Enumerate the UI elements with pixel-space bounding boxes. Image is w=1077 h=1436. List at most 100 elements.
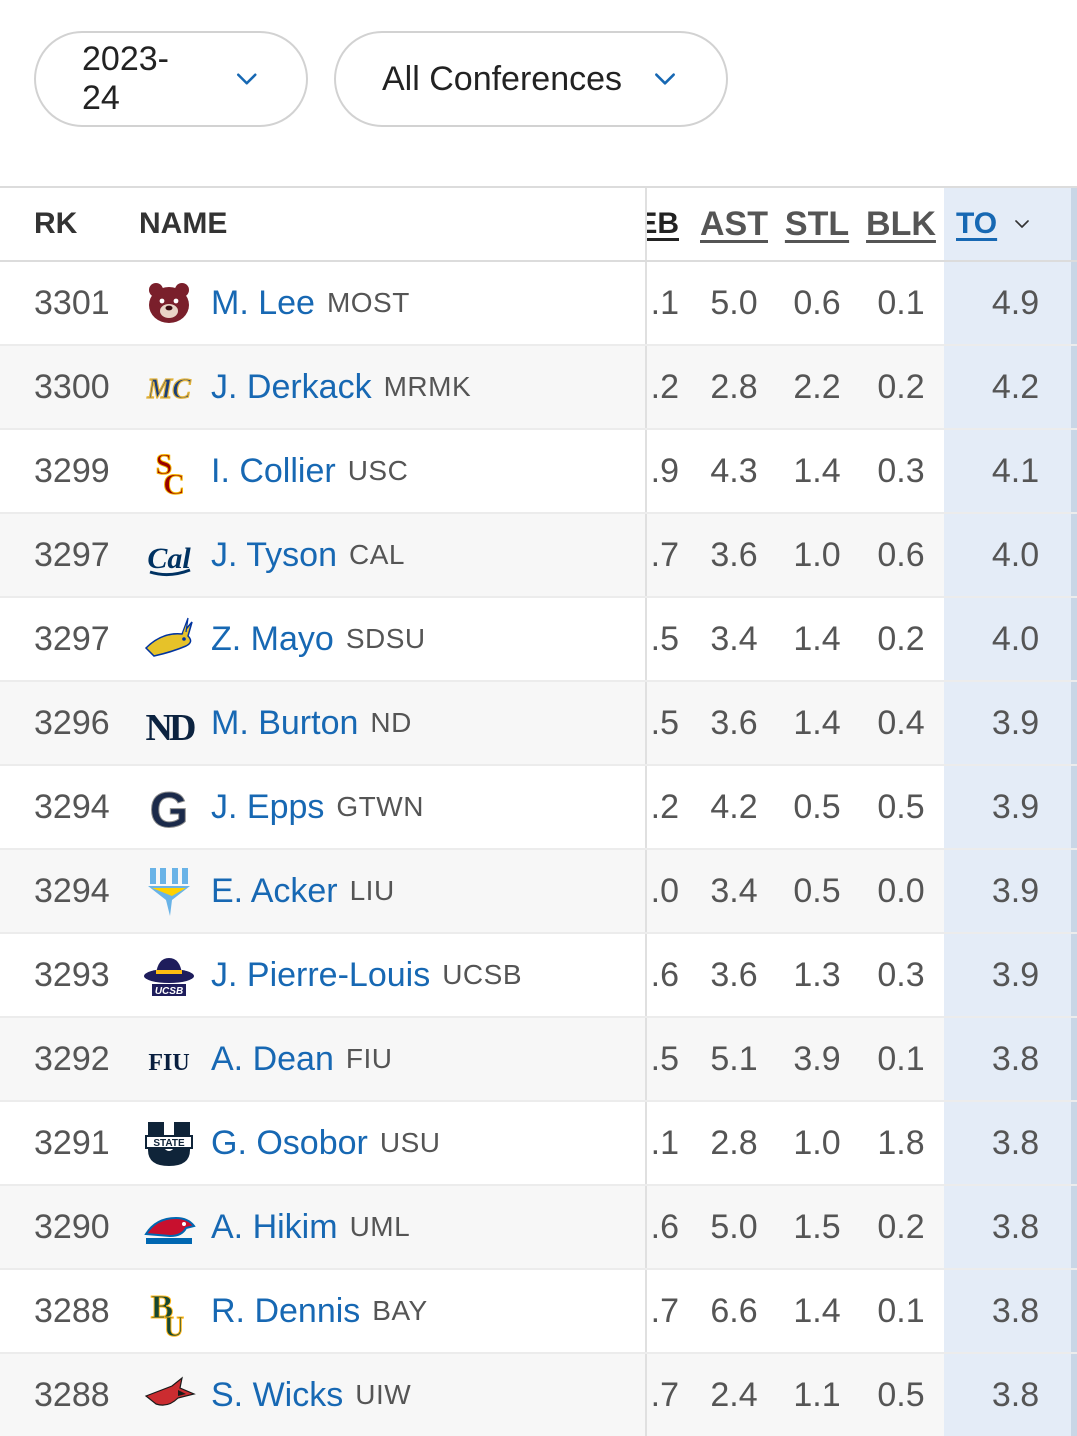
reb-cell: .5 [650, 1039, 679, 1078]
column-header-rk[interactable]: RK [34, 207, 78, 240]
conference-select-value: All Conferences [382, 59, 623, 98]
rank-cell: 3297 [34, 619, 110, 658]
player-name-link[interactable]: M. Burton [211, 703, 359, 742]
to-cell: 3.8 [944, 1018, 1077, 1100]
blk-cell: 0.2 [877, 367, 925, 406]
player-name-link[interactable]: J. Epps [211, 787, 325, 826]
column-header-reb[interactable]: REB [647, 207, 679, 240]
column-header-ast[interactable]: AST [700, 204, 768, 243]
missouri-state-bear-logo-icon [140, 262, 198, 344]
player-name-cell: A. Hikim UML [211, 1186, 410, 1268]
table-row[interactable]: 3294 G J. Epps GTWN .2 4.2 0.5 0.5 3.9 [0, 766, 1077, 850]
table-row[interactable]: 3288 S. Wicks UIW .7 2.4 1.1 0.5 3.8 [0, 1354, 1077, 1436]
scrollable-columns[interactable]: .5 3.6 1.4 0.4 3.9 [647, 682, 1077, 764]
conference-select[interactable]: All Conferences [334, 31, 728, 127]
frozen-column-divider [645, 682, 647, 764]
table-row[interactable]: 3296 ND M. Burton ND .5 3.6 1.4 0.4 3.9 [0, 682, 1077, 766]
to-cell: 3.9 [944, 766, 1077, 848]
player-name-link[interactable]: J. Pierre-Louis [211, 955, 431, 994]
ast-cell: 3.4 [710, 871, 758, 910]
to-cell: 4.1 [944, 430, 1077, 512]
ast-cell: 5.0 [710, 283, 758, 322]
player-name-cell: G. Osobor USU [211, 1102, 440, 1184]
player-name-link[interactable]: M. Lee [211, 283, 315, 322]
scrollable-columns[interactable]: .9 4.3 1.4 0.3 4.1 [647, 430, 1077, 512]
blk-cell: 0.2 [877, 1207, 925, 1246]
table-row[interactable]: 3300 MC J. Derkack MRMK .2 2.8 2.2 0.2 4… [0, 346, 1077, 430]
scrollable-columns[interactable]: .1 2.8 1.0 1.8 3.8 [647, 1102, 1077, 1184]
ast-cell: 4.3 [710, 451, 758, 490]
player-name-link[interactable]: Z. Mayo [211, 619, 334, 658]
filter-bar: 2023-24 All Conferences [34, 31, 728, 127]
scrollable-columns-header[interactable]: REB AST STL BLK TO [647, 188, 1077, 260]
player-name-link[interactable]: G. Osobor [211, 1123, 368, 1162]
stl-cell: 0.5 [793, 871, 841, 910]
table-row[interactable]: 3297 Cal J. Tyson CAL .7 3.6 1.0 0.6 4.0 [0, 514, 1077, 598]
table-row[interactable]: 3297 Z. Mayo SDSU .5 3.4 1.4 0.2 4.0 [0, 598, 1077, 682]
scrollable-columns[interactable]: .2 2.8 2.2 0.2 4.2 [647, 346, 1077, 428]
stl-cell: 2.2 [793, 367, 841, 406]
table-row[interactable]: 3301 M. Lee MOST .1 5.0 0.6 0.1 4.9 [0, 262, 1077, 346]
table-row[interactable]: 3293 UCSB J. Pierre-Louis UCSB .6 3.6 1.… [0, 934, 1077, 1018]
column-header-to[interactable]: TO [944, 188, 1077, 260]
player-name-link[interactable]: A. Dean [211, 1039, 334, 1078]
table-row[interactable]: 3294 E. Acker LIU .0 3.4 0.5 0.0 3.9 [0, 850, 1077, 934]
to-cell: 3.8 [944, 1354, 1077, 1436]
scroll-edge-shadow [1071, 682, 1077, 764]
ast-cell: 2.8 [710, 367, 758, 406]
blk-cell: 0.1 [877, 1039, 925, 1078]
table-row[interactable]: 3291 STATE G. Osobor USU .1 2.8 1.0 1.8 … [0, 1102, 1077, 1186]
frozen-column-divider [645, 346, 647, 428]
scrollable-columns[interactable]: .0 3.4 0.5 0.0 3.9 [647, 850, 1077, 932]
column-header-name[interactable]: NAME [139, 207, 228, 240]
player-name-link[interactable]: E. Acker [211, 871, 338, 910]
rank-cell: 3288 [34, 1291, 110, 1330]
reb-cell: .0 [650, 871, 679, 910]
scrollable-columns[interactable]: .5 3.4 1.4 0.2 4.0 [647, 598, 1077, 680]
player-name-link[interactable]: S. Wicks [211, 1375, 344, 1414]
ucsb-gaucho-hat-logo-icon: UCSB [140, 934, 198, 1016]
scrollable-columns[interactable]: .5 5.1 3.9 0.1 3.8 [647, 1018, 1077, 1100]
rank-cell: 3294 [34, 871, 110, 910]
column-header-stl[interactable]: STL [784, 204, 850, 243]
scroll-edge-shadow [1071, 934, 1077, 1016]
reb-cell: .2 [650, 787, 679, 826]
scrollable-columns[interactable]: .1 5.0 0.6 0.1 4.9 [647, 262, 1077, 344]
player-name-cell: I. Collier USC [211, 430, 408, 512]
table-row[interactable]: 3290 A. Hikim UML .6 5.0 1.5 0.2 3.8 [0, 1186, 1077, 1270]
svg-text:FIU: FIU [148, 1050, 189, 1076]
player-name-link[interactable]: R. Dennis [211, 1291, 361, 1330]
team-abbreviation: MRMK [383, 371, 472, 402]
frozen-column-divider [645, 598, 647, 680]
player-name-link[interactable]: J. Tyson [211, 535, 337, 574]
to-cell: 3.8 [944, 1102, 1077, 1184]
scroll-edge-shadow [1071, 1102, 1077, 1184]
scrollable-columns[interactable]: .7 6.6 1.4 0.1 3.8 [647, 1270, 1077, 1352]
season-select[interactable]: 2023-24 [34, 31, 308, 127]
reb-cell: .1 [650, 283, 679, 322]
player-name-link[interactable]: I. Collier [211, 451, 336, 490]
stl-cell: 3.9 [793, 1039, 841, 1078]
team-abbreviation: ND [370, 707, 412, 738]
rank-cell: 3288 [34, 1375, 110, 1414]
scrollable-columns[interactable]: .6 5.0 1.5 0.2 3.8 [647, 1186, 1077, 1268]
column-header-blk[interactable]: BLK [866, 204, 936, 243]
scrollable-columns[interactable]: .2 4.2 0.5 0.5 3.9 [647, 766, 1077, 848]
to-cell: 4.9 [944, 262, 1077, 344]
player-name-cell: R. Dennis BAY [211, 1270, 428, 1352]
table-row[interactable]: 3292 FIU A. Dean FIU .5 5.1 3.9 0.1 3.8 [0, 1018, 1077, 1102]
scrollable-columns[interactable]: .7 2.4 1.1 0.5 3.8 [647, 1354, 1077, 1436]
scrollable-columns[interactable]: .6 3.6 1.3 0.3 3.9 [647, 934, 1077, 1016]
blk-cell: 0.3 [877, 955, 925, 994]
scrollable-columns[interactable]: .7 3.6 1.0 0.6 4.0 [647, 514, 1077, 596]
umass-lowell-hawk-logo-icon [140, 1186, 198, 1268]
player-name-cell: J. Tyson CAL [211, 514, 405, 596]
scroll-edge-shadow [1071, 188, 1077, 260]
team-abbreviation: UML [349, 1211, 411, 1242]
player-name-link[interactable]: A. Hikim [211, 1207, 338, 1246]
player-name-link[interactable]: J. Derkack [211, 367, 372, 406]
